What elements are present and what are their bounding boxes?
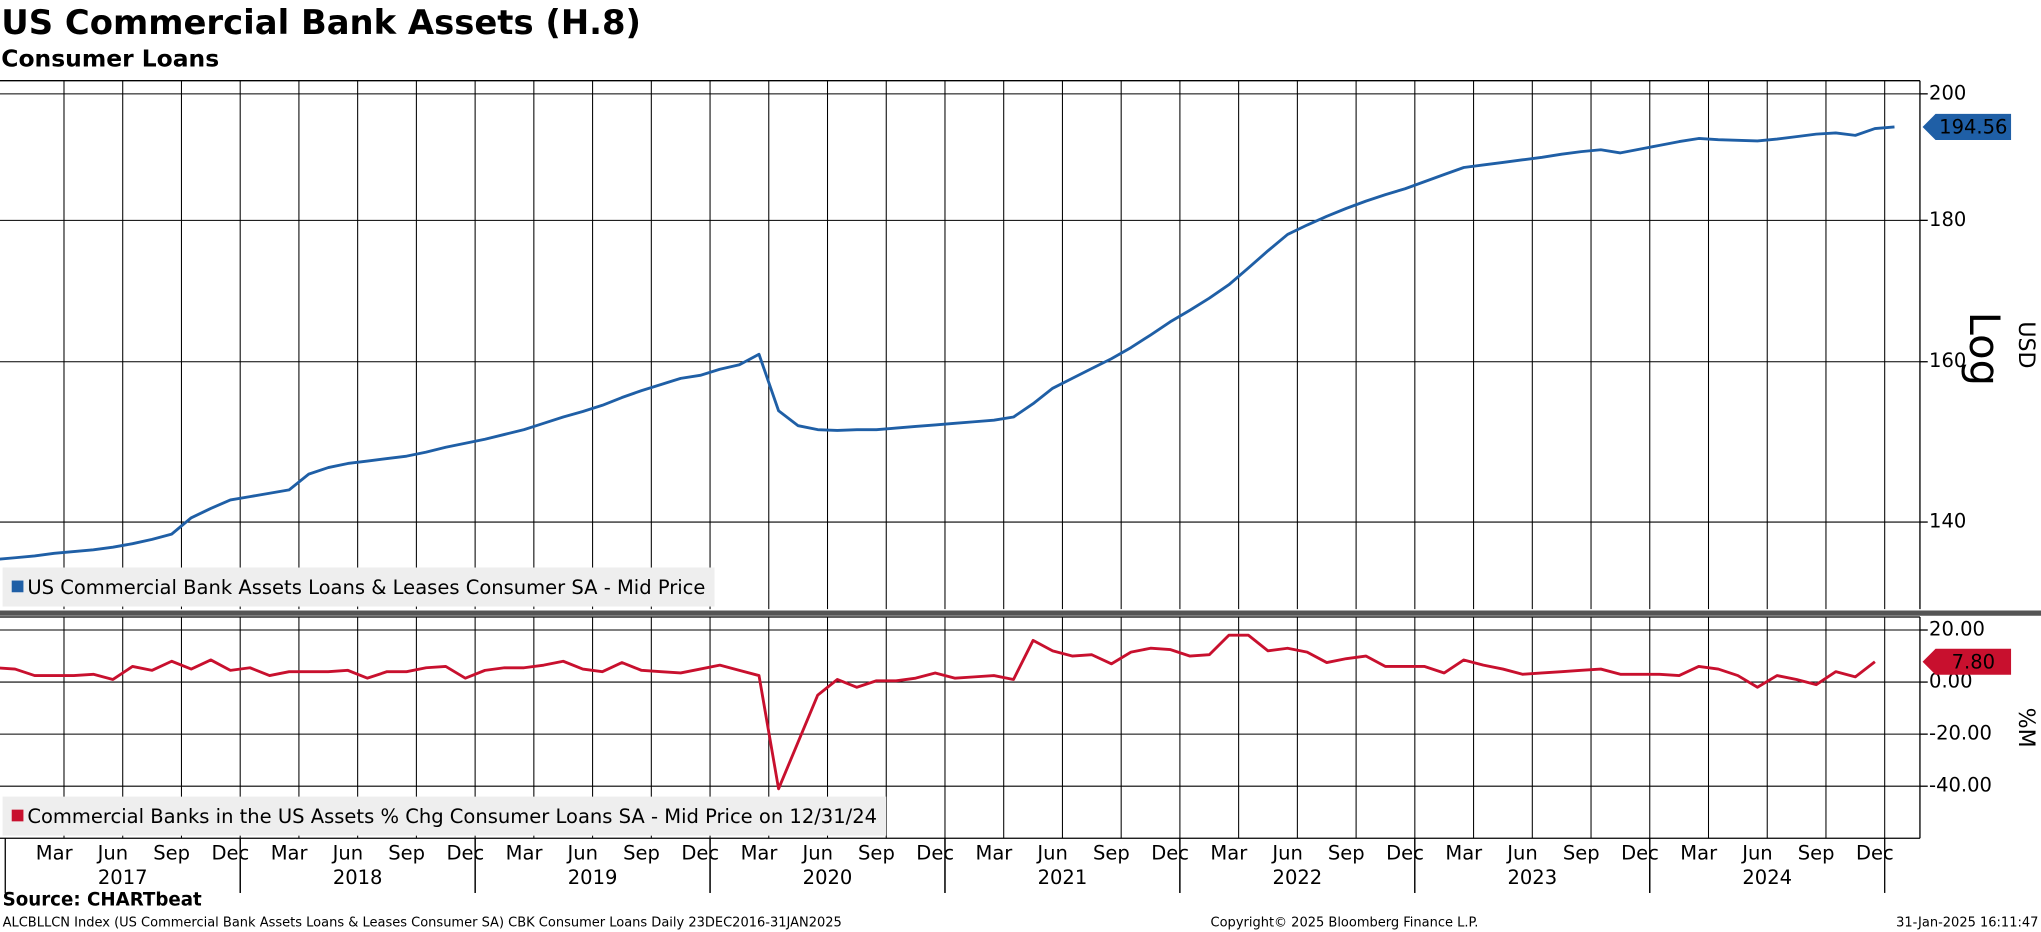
last-value-tag [1922,113,2012,140]
x-tick-label: Jun [566,841,599,864]
chart-subtitle: Consumer Loans [1,44,219,72]
legend-label: Commercial Banks in the US Assets % Chg … [27,805,877,828]
last-value-label: 7.80 [1952,651,1995,674]
y-tick-label: 160 [1929,349,1966,372]
x-tick-label: Dec [1621,841,1659,864]
x-tick-label: Sep [153,841,190,864]
x-year-label: 2020 [803,866,853,889]
x-tick-label: Jun [331,841,363,864]
x-tick-label: Dec [212,841,250,864]
y-tick-label: 180 [1929,208,1966,231]
x-tick-label: Sep [1093,841,1130,864]
scale-label: Log [1960,312,2009,386]
y-tick-label: 0.00 [1929,670,1972,693]
x-tick-label: Sep [858,841,895,864]
x-year-label: 2023 [1507,866,1557,889]
x-tick-label: Jun [96,841,128,864]
line-series [0,125,1895,561]
x-tick-label: Mar [1210,841,1248,864]
last-value-tag [1922,648,2012,675]
x-tick-label: Jun [1740,841,1773,864]
plot-area [0,125,1895,561]
x-tick-label: Dec [446,841,484,864]
x-tick-label: Mar [976,841,1014,864]
x-year-label: 2024 [1742,866,1792,889]
x-tick-label: Jun [1505,841,1538,864]
y-tick-label: -20.00 [1929,722,1992,745]
x-tick-label: Dec [681,841,719,864]
x-tick-label: Mar [506,841,544,864]
x-tick-label: Mar [1680,841,1718,864]
y-axis-label: %M [2013,708,2039,748]
x-tick-label: Mar [741,841,779,864]
last-value-label: 194.56 [1939,116,2007,139]
x-tick-label: Mar [1445,841,1483,864]
legend-box [2,796,887,836]
chart-title: US Commercial Bank Assets (H.8) [1,3,641,42]
x-year-label: 2021 [1038,866,1088,889]
x-tick-label: Dec [916,841,954,864]
x-tick-label: Sep [1328,841,1365,864]
footer-description: ALCBLLCN Index (US Commercial Bank Asset… [3,915,842,930]
timestamp: 31-Jan-2025 16:11:47 [1896,915,2038,930]
legend-box [2,567,715,607]
x-tick-label: Dec [1386,841,1424,864]
legend-swatch [11,580,24,593]
y-axis-label: USD [2013,321,2039,368]
x-tick-label: Sep [388,841,425,864]
x-tick-label: Sep [1798,841,1835,864]
x-tick-label: Mar [271,841,309,864]
x-tick-label: Mar [36,841,74,864]
y-tick-label: 20.00 [1929,618,1985,641]
x-year-label: 2019 [568,866,618,889]
legend: Commercial Banks in the US Assets % Chg … [2,796,887,836]
copyright: Copyright© 2025 Bloomberg Finance L.P. [1211,915,1479,930]
y-tick-label: 200 [1929,81,1966,104]
legend-label: US Commercial Bank Assets Loans & Leases… [27,576,705,599]
x-tick-label: Sep [1563,841,1600,864]
x-tick-label: Sep [623,841,660,864]
x-tick-label: Jun [800,841,833,864]
x-tick-label: Jun [1035,841,1068,864]
y-tick-label: -40.00 [1929,774,1992,797]
x-tick-label: Jun [1270,841,1302,864]
x-year-label: 2022 [1273,866,1323,889]
y-tick-label: 140 [1929,510,1966,533]
x-tick-label: Dec [1151,841,1189,864]
x-year-label: 2017 [98,866,148,889]
x-year-label: 2018 [333,866,383,889]
line-series [0,633,1876,791]
legend-swatch [11,809,24,822]
x-tick-label: Dec [1856,841,1894,864]
legend: US Commercial Bank Assets Loans & Leases… [2,567,715,607]
source: Source: CHARTbeat [3,890,202,911]
plot-area [0,633,1876,791]
